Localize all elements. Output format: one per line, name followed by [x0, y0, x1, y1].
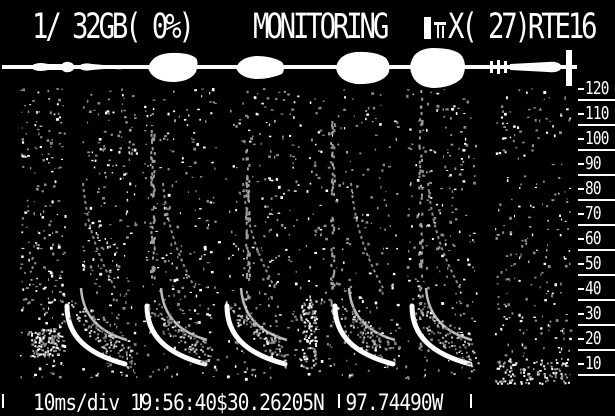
- frequency-tick: 20: [578, 328, 615, 352]
- frequency-tick-label: 90: [585, 153, 602, 174]
- frequency-tick: 90: [578, 153, 615, 177]
- frequency-tick: 70: [578, 203, 615, 227]
- signal-icon: [434, 18, 446, 38]
- frequency-tick: 30: [578, 303, 615, 327]
- frequency-tick-label: 60: [585, 228, 602, 249]
- frequency-tick-label: 120: [585, 78, 609, 99]
- mode-readout: MONITORING: [253, 7, 389, 47]
- bottom-tick-left: [2, 394, 4, 408]
- frequency-tick-label: 30: [585, 303, 602, 324]
- frequency-tick: 80: [578, 178, 615, 202]
- echolocation-pulses: [64, 182, 480, 373]
- frequency-tick-label: 50: [585, 253, 602, 274]
- bottom-bar: 10ms/div 19:56:40$30.26205N 97.74490W: [0, 388, 615, 416]
- frequency-tick: 60: [578, 228, 615, 252]
- bottom-tick: [470, 394, 472, 408]
- frequency-tick: 110: [578, 103, 615, 127]
- frequency-tick-label: 40: [585, 278, 602, 299]
- bottom-tick: [338, 394, 340, 408]
- storage-readout: 1/ 32GB( 0%): [32, 7, 195, 47]
- frequency-tick-label: 70: [585, 203, 602, 224]
- frequency-tick-label: 80: [585, 178, 602, 199]
- frequency-scale: 120 110 100 90 80 70 60 50 40 30 20 10: [578, 78, 615, 388]
- bottom-tick: [140, 394, 142, 408]
- channel-readout: X( 27)RTE16: [448, 7, 598, 47]
- frequency-tick: 50: [578, 253, 615, 277]
- amplitude-envelope: [2, 48, 577, 88]
- frequency-tick-label: 20: [585, 328, 602, 349]
- frequency-tick: 120: [578, 78, 615, 102]
- status-bar: 1/ 32GB( 0%) MONITORING X( 27)RTE16: [0, 4, 615, 50]
- frequency-tick-label: 10: [585, 353, 602, 374]
- spectrogram-noise: [20, 88, 573, 385]
- spectrogram-display: [20, 88, 573, 385]
- frequency-tick: 40: [578, 278, 615, 302]
- frequency-tick: 10: [578, 353, 615, 377]
- timebase-time-gps-readout: 10ms/div 19:56:40$30.26205N 97.74490W: [33, 391, 443, 416]
- frequency-tick: 100: [578, 128, 615, 152]
- frequency-tick-label: 100: [585, 128, 609, 149]
- frequency-tick-label: 110: [585, 103, 609, 124]
- battery-icon: [424, 17, 431, 39]
